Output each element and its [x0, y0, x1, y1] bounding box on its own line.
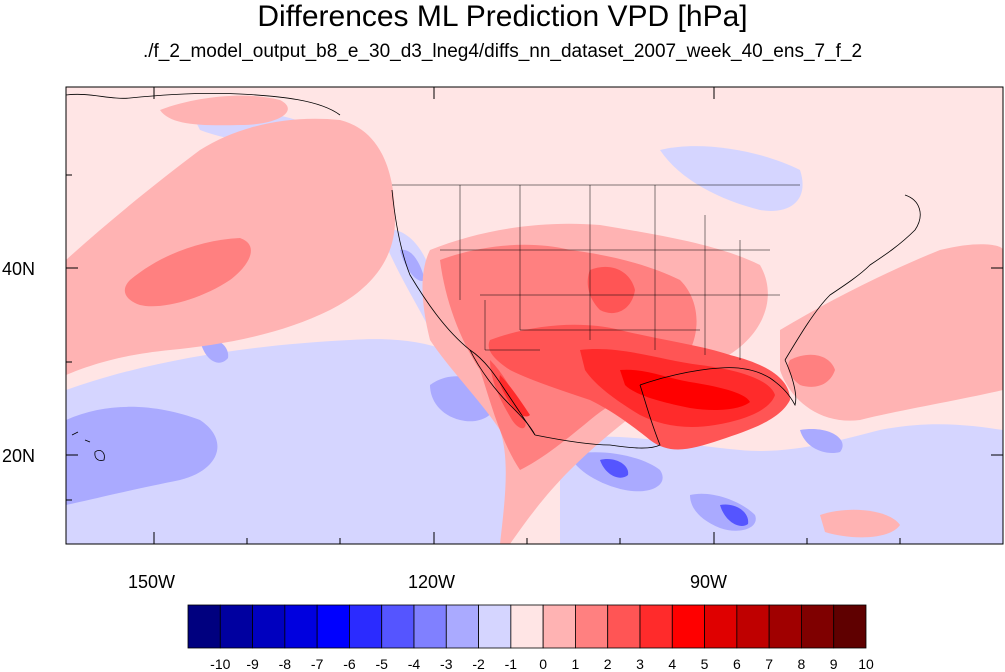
colorbar-swatch: [445, 604, 479, 649]
colorbar-level-label: -1: [504, 656, 518, 672]
colorbar-swatch: [736, 604, 770, 649]
colorbar-swatch: [639, 604, 673, 649]
colorbar-level-label: 6: [732, 656, 741, 672]
colorbar-swatch: [284, 604, 318, 649]
colorbar-swatch: [478, 604, 512, 649]
colorbar-level-label: 10: [858, 656, 874, 672]
colorbar-level-label: -4: [407, 656, 421, 672]
colorbar-swatch: [833, 604, 867, 649]
positive-extreme-region: [620, 369, 750, 410]
colorbar-swatch: [316, 604, 350, 649]
colorbar-level-label: 3: [636, 656, 644, 672]
negative-strong-region: [600, 459, 749, 526]
colorbar-level-label: 0: [539, 656, 548, 672]
colorbar-swatch: [510, 604, 544, 649]
colorbar-level-label: -8: [278, 656, 292, 672]
colorbar-level-label: 8: [797, 656, 806, 672]
colorbar-swatch: [607, 604, 641, 649]
colorbar-level-label: -6: [343, 656, 356, 672]
y-tick-label: 20N: [2, 446, 36, 466]
colorbar-swatch: [575, 604, 609, 649]
colorbar-swatch: [542, 604, 576, 649]
colorbar-level-label: -7: [310, 656, 324, 672]
colorbar-level-label: -10: [210, 656, 231, 672]
hawaii-islands: [71, 431, 105, 461]
colorbar-level-label: -2: [472, 656, 485, 672]
colorbar-level-label: 9: [829, 656, 838, 672]
colorbar-swatch: [381, 604, 415, 649]
colorbar-swatch: [768, 604, 802, 649]
colorbar-level-label: 1: [571, 656, 580, 672]
colorbar-level-label: -5: [375, 656, 388, 672]
colorbar-swatch: [187, 604, 221, 649]
colorbar-swatch: [219, 604, 253, 649]
colorbar-level-label: 5: [700, 656, 709, 672]
map-field: [66, 87, 1003, 544]
colorbar-swatch: [801, 604, 835, 649]
map-title: Differences ML Prediction VPD [hPa]: [257, 0, 748, 33]
colorbar-swatch: [413, 604, 447, 649]
coastlines: [66, 92, 921, 449]
colorbar-swatch: [252, 604, 286, 649]
x-tick-label: 90W: [690, 572, 728, 592]
negative-moderate-region: [66, 249, 843, 531]
colorbar-level-label: -9: [246, 656, 259, 672]
colorbar-swatch: [349, 604, 383, 649]
colorbar-level-label: 4: [668, 656, 677, 672]
x-tick-label: 150W: [128, 572, 176, 592]
colorbar-level-label: 7: [765, 656, 774, 672]
colorbar: [187, 604, 867, 649]
colorbar-swatch: [704, 604, 738, 649]
map-subtitle: ./f_2_model_output_b8_e_30_d3_lneg4/diff…: [142, 41, 863, 62]
state-borders: [392, 184, 800, 360]
map-frame: [65, 86, 1004, 545]
y-tick-label: 40N: [2, 259, 36, 279]
x-tick-label: 120W: [408, 572, 456, 592]
colorbar-level-label: -3: [440, 656, 453, 672]
colorbar-level-label: 2: [603, 656, 612, 672]
colorbar-swatch: [671, 604, 705, 649]
axis-ticks: [66, 87, 1003, 544]
